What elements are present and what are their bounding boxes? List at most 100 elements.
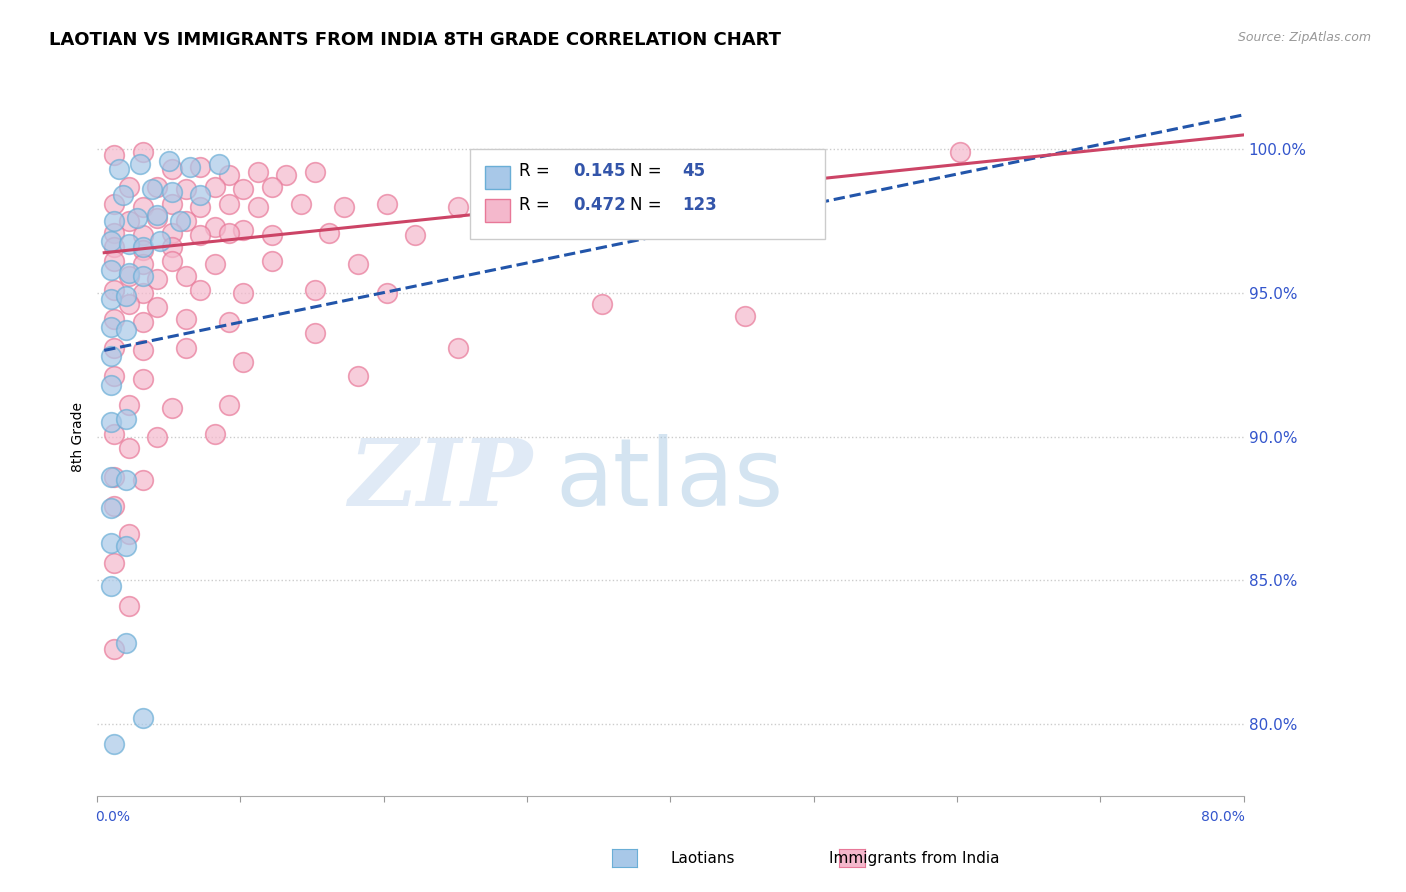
Point xyxy=(132,240,155,254)
Point xyxy=(174,214,197,228)
Text: 45: 45 xyxy=(682,161,704,180)
Point xyxy=(132,200,155,214)
Point xyxy=(304,165,326,179)
Point xyxy=(174,268,197,283)
Point xyxy=(117,268,139,283)
Point xyxy=(375,197,398,211)
Point xyxy=(100,292,122,306)
Point xyxy=(129,156,152,170)
Point xyxy=(100,263,122,277)
Point xyxy=(146,208,169,222)
Text: ZIP: ZIP xyxy=(349,434,533,524)
Point xyxy=(103,240,125,254)
Point xyxy=(103,556,125,570)
Point xyxy=(160,254,183,268)
Point xyxy=(188,188,211,202)
Point xyxy=(591,297,613,311)
Point xyxy=(949,145,972,160)
Point xyxy=(114,636,136,650)
Text: LAOTIAN VS IMMIGRANTS FROM INDIA 8TH GRADE CORRELATION CHART: LAOTIAN VS IMMIGRANTS FROM INDIA 8TH GRA… xyxy=(49,31,782,49)
Point xyxy=(179,160,201,174)
Point xyxy=(246,200,269,214)
Point xyxy=(188,228,211,243)
Point xyxy=(132,145,155,160)
Point xyxy=(204,219,226,234)
Text: R =: R = xyxy=(519,196,555,214)
Point xyxy=(169,214,191,228)
Point xyxy=(146,179,169,194)
Point xyxy=(103,254,125,268)
Point xyxy=(103,197,125,211)
Point xyxy=(160,162,183,177)
Point xyxy=(100,579,122,593)
Point xyxy=(117,266,139,280)
Point xyxy=(347,369,370,384)
Point xyxy=(100,349,122,363)
Point xyxy=(100,536,122,550)
Point xyxy=(332,200,354,214)
Point xyxy=(260,228,283,243)
Point xyxy=(132,243,155,257)
Point xyxy=(117,441,139,455)
Point xyxy=(114,412,136,426)
Point xyxy=(132,268,155,283)
Point xyxy=(734,309,756,323)
Text: R =: R = xyxy=(519,161,555,180)
Point xyxy=(160,197,183,211)
Point xyxy=(100,415,122,429)
Point xyxy=(103,148,125,162)
Point xyxy=(375,285,398,300)
Point xyxy=(103,341,125,355)
Point xyxy=(103,470,125,484)
Point xyxy=(160,240,183,254)
Point xyxy=(100,234,122,248)
Point xyxy=(111,188,134,202)
Point xyxy=(160,401,183,415)
Point xyxy=(146,301,169,315)
Point xyxy=(304,326,326,340)
Point xyxy=(218,168,240,182)
Point xyxy=(290,197,312,211)
Point xyxy=(132,372,155,386)
Point xyxy=(218,398,240,412)
Point xyxy=(246,165,269,179)
Point xyxy=(141,182,163,196)
Text: 0.472: 0.472 xyxy=(572,196,626,214)
Point xyxy=(132,711,155,725)
Point xyxy=(404,228,426,243)
Text: 123: 123 xyxy=(682,196,717,214)
Point xyxy=(188,160,211,174)
Point xyxy=(260,254,283,268)
Point xyxy=(132,315,155,329)
Text: Immigrants from India: Immigrants from India xyxy=(828,851,1000,865)
Point xyxy=(132,473,155,487)
Point xyxy=(103,214,125,228)
Point xyxy=(276,168,298,182)
Bar xyxy=(485,166,510,189)
Point xyxy=(174,182,197,196)
Point xyxy=(204,426,226,441)
Point xyxy=(117,237,139,252)
Point xyxy=(146,429,169,443)
Point xyxy=(447,200,470,214)
Point xyxy=(114,473,136,487)
Point xyxy=(347,257,370,271)
Point xyxy=(157,153,180,168)
Point xyxy=(132,228,155,243)
Point xyxy=(447,341,470,355)
Point xyxy=(519,208,541,222)
Point xyxy=(132,257,155,271)
Text: atlas: atlas xyxy=(555,434,785,525)
Point xyxy=(117,527,139,541)
Text: N =: N = xyxy=(630,196,668,214)
Point xyxy=(127,211,149,226)
Point xyxy=(232,355,254,369)
Point xyxy=(160,186,183,200)
Point xyxy=(114,289,136,303)
Y-axis label: 8th Grade: 8th Grade xyxy=(72,401,86,472)
Point xyxy=(260,179,283,194)
Point xyxy=(232,285,254,300)
Point xyxy=(146,211,169,226)
Point xyxy=(204,179,226,194)
Point xyxy=(117,398,139,412)
